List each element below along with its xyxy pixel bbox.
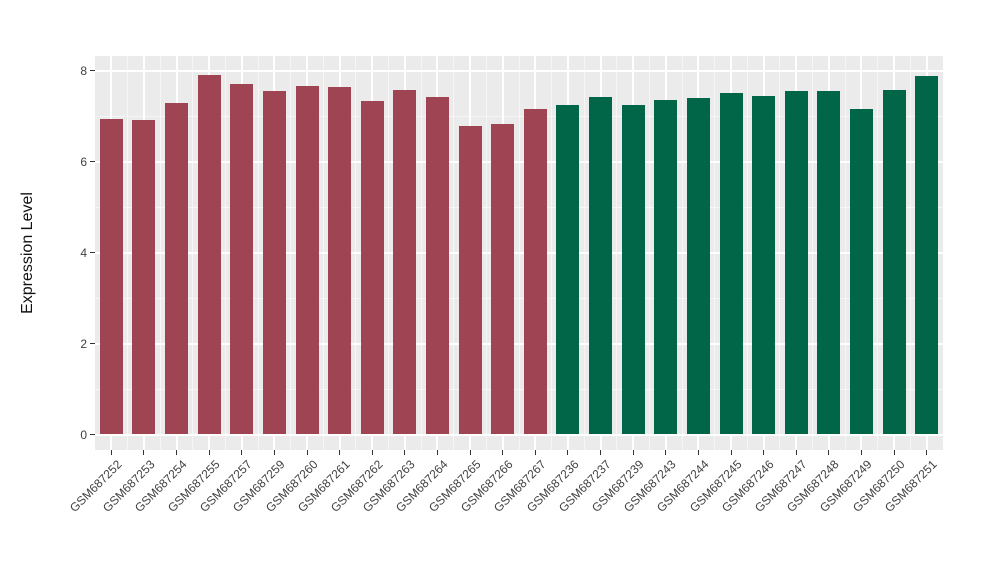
bar bbox=[556, 105, 580, 435]
x-tick bbox=[730, 450, 732, 455]
x-tick bbox=[339, 450, 341, 455]
x-tick bbox=[143, 450, 145, 455]
bar bbox=[393, 89, 417, 435]
x-tick bbox=[502, 450, 504, 455]
gridline-major-horizontal bbox=[95, 251, 943, 254]
x-tick bbox=[404, 450, 406, 455]
bar bbox=[686, 98, 710, 435]
x-tick bbox=[567, 450, 569, 455]
gridline-major-horizontal bbox=[95, 433, 943, 436]
x-tick bbox=[469, 450, 471, 455]
y-tick bbox=[90, 343, 95, 345]
x-tick bbox=[828, 450, 830, 455]
x-tick bbox=[697, 450, 699, 455]
bar bbox=[360, 101, 384, 435]
y-tick-label: 8 bbox=[80, 63, 87, 78]
y-tick bbox=[90, 161, 95, 163]
bar bbox=[621, 104, 645, 435]
y-tick-label: 0 bbox=[80, 427, 87, 442]
bar bbox=[165, 102, 189, 435]
bar bbox=[262, 91, 286, 435]
x-tick bbox=[208, 450, 210, 455]
gridline-major-horizontal bbox=[95, 342, 943, 345]
bar bbox=[849, 108, 873, 435]
y-axis-title: Expression Level bbox=[19, 192, 36, 314]
x-tick bbox=[371, 450, 373, 455]
bar bbox=[328, 87, 352, 435]
bar bbox=[230, 84, 254, 435]
x-tick bbox=[795, 450, 797, 455]
gridline-major-horizontal bbox=[95, 160, 943, 163]
x-tick bbox=[436, 450, 438, 455]
x-tick bbox=[600, 450, 602, 455]
plot-panel bbox=[95, 56, 943, 450]
x-tick bbox=[763, 450, 765, 455]
bar bbox=[99, 118, 123, 435]
x-tick bbox=[665, 450, 667, 455]
bar bbox=[882, 90, 906, 435]
x-tick bbox=[241, 450, 243, 455]
x-tick bbox=[926, 450, 928, 455]
bar bbox=[719, 92, 743, 435]
bar bbox=[197, 74, 221, 435]
x-tick bbox=[176, 450, 178, 455]
x-tick bbox=[306, 450, 308, 455]
bar bbox=[752, 95, 776, 435]
bar bbox=[458, 125, 482, 435]
bar bbox=[523, 108, 547, 435]
bar bbox=[425, 97, 449, 435]
bar bbox=[784, 91, 808, 435]
y-tick bbox=[90, 70, 95, 72]
bar bbox=[817, 90, 841, 435]
x-tick bbox=[534, 450, 536, 455]
x-tick bbox=[110, 450, 112, 455]
x-tick bbox=[860, 450, 862, 455]
gridline-major-horizontal bbox=[95, 69, 943, 72]
bar bbox=[589, 97, 613, 435]
bar bbox=[915, 75, 939, 435]
bar bbox=[654, 99, 678, 435]
x-tick bbox=[893, 450, 895, 455]
bar bbox=[295, 86, 319, 435]
y-tick-label: 6 bbox=[80, 154, 87, 169]
y-tick-label: 4 bbox=[80, 245, 87, 260]
x-tick bbox=[632, 450, 634, 455]
x-tick bbox=[273, 450, 275, 455]
bar bbox=[491, 124, 515, 435]
y-tick-label: 2 bbox=[80, 336, 87, 351]
y-tick bbox=[90, 434, 95, 435]
bar bbox=[132, 120, 156, 435]
y-tick bbox=[90, 252, 95, 254]
